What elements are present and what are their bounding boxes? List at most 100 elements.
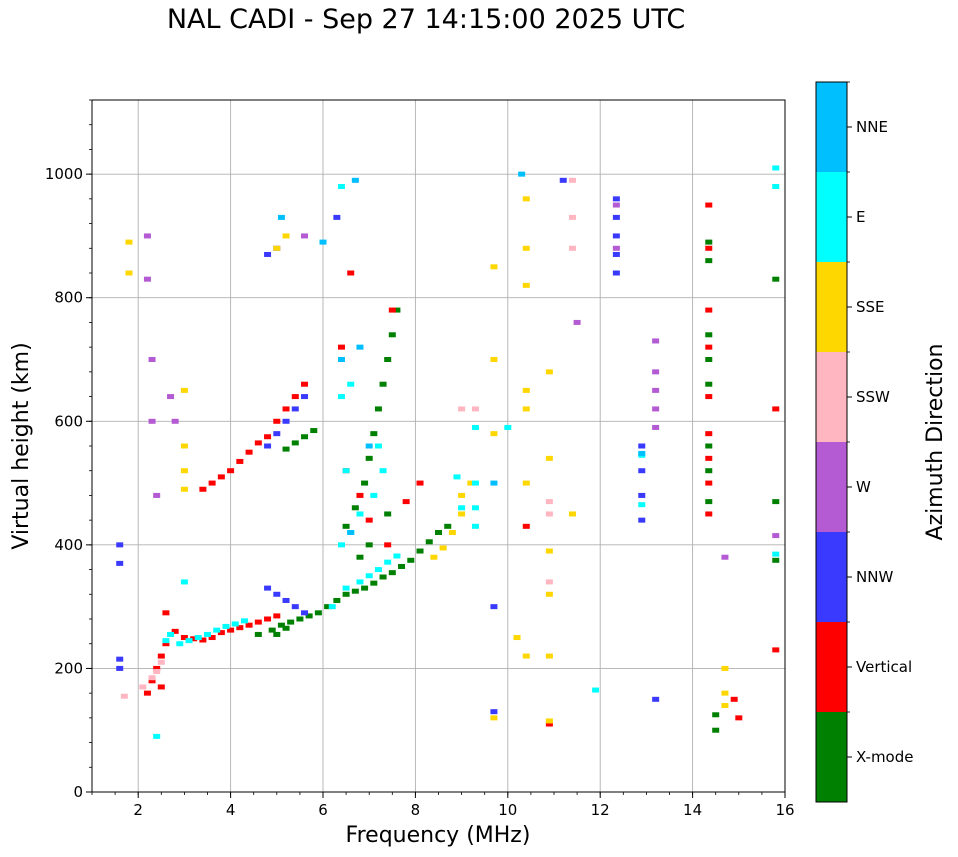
echo-point-nnw	[264, 443, 272, 449]
echo-point-nne	[490, 480, 498, 486]
x-tick-label: 2	[133, 801, 143, 819]
echo-point-nnw	[333, 214, 341, 220]
echo-point-x-mode	[342, 523, 350, 529]
echo-point-x-mode	[388, 570, 396, 576]
echo-point-ssw	[139, 684, 147, 690]
echo-point-sse	[522, 245, 530, 251]
echo-point-sse	[490, 431, 498, 437]
echo-point-nnw	[116, 542, 124, 548]
echo-point-w	[301, 233, 309, 239]
echo-point-e	[374, 443, 382, 449]
echo-point-vertical	[236, 625, 244, 631]
echo-point-e	[453, 474, 461, 480]
echo-point-e	[471, 505, 479, 511]
echo-point-x-mode	[772, 499, 780, 505]
echo-point-x-mode	[705, 357, 713, 362]
echo-point-e	[240, 618, 248, 624]
echo-point-vertical	[208, 635, 216, 641]
echo-point-e	[638, 502, 646, 508]
echo-point-vertical	[545, 721, 553, 727]
echo-point-x-mode	[254, 631, 262, 637]
x-axis-label: Frequency (MHz)	[346, 823, 531, 848]
echo-point-w	[652, 369, 660, 375]
echo-point-nnw	[264, 251, 272, 257]
echo-point-sse	[545, 548, 553, 554]
x-tick-label: 4	[226, 801, 236, 819]
echo-point-vertical	[705, 480, 713, 486]
echo-point-sse	[568, 511, 576, 517]
echo-point-nnw	[273, 431, 281, 437]
echo-point-vertical	[217, 474, 225, 480]
x-axis: 2 4 6 8 10 12 14 16	[91, 792, 795, 819]
echo-point-x-mode	[361, 480, 369, 486]
echo-point-x-mode	[398, 563, 406, 569]
echo-point-vertical	[245, 622, 253, 628]
echo-point-nnw	[273, 591, 281, 597]
echo-point-nne	[365, 443, 373, 449]
echo-point-sse	[430, 554, 438, 560]
echo-point-e	[180, 579, 188, 585]
echo-point-vertical	[236, 458, 244, 464]
echo-point-ssw	[458, 406, 466, 412]
echo-point-vertical	[143, 690, 151, 696]
echo-point-x-mode	[365, 455, 373, 461]
x-tick-label: 10	[498, 801, 517, 819]
echo-point-vertical	[730, 696, 738, 702]
echo-point-nne	[319, 239, 327, 245]
echo-point-vertical	[245, 449, 253, 455]
colorbar-label-nnw: NNW	[856, 568, 893, 586]
echo-point-nnw	[612, 196, 620, 202]
echo-point-sse	[522, 406, 530, 412]
echo-point-w	[612, 245, 620, 251]
echo-point-sse	[545, 591, 553, 597]
echo-point-nnw	[282, 597, 290, 603]
echo-point-vertical	[264, 616, 272, 622]
echo-point-vertical	[705, 511, 713, 517]
echo-point-x-mode	[444, 523, 452, 529]
echo-point-vertical	[735, 715, 743, 721]
colorbar-label-e: E	[856, 208, 865, 226]
echo-point-w	[148, 418, 156, 424]
echo-point-sse	[180, 468, 188, 474]
echo-point-nnw	[638, 517, 646, 523]
echo-point-x-mode	[314, 610, 322, 616]
echo-point-e	[772, 184, 780, 189]
echo-point-x-mode	[705, 443, 713, 449]
echo-point-e	[471, 523, 479, 529]
echo-point-vertical	[227, 468, 235, 474]
y-tick-label: 200	[54, 659, 83, 677]
echo-point-vertical	[705, 202, 713, 208]
echo-point-e	[365, 573, 373, 579]
echo-point-w	[148, 357, 156, 362]
echo-point-e	[356, 511, 364, 517]
echo-point-sse	[545, 653, 553, 659]
echo-point-x-mode	[712, 712, 720, 718]
echo-point-x-mode	[296, 616, 304, 622]
echo-point-sse	[522, 480, 530, 486]
colorbar-label-w: W	[856, 478, 871, 496]
colorbar-segment	[816, 622, 847, 712]
echo-point-e	[379, 468, 387, 474]
colorbar-segment	[816, 262, 847, 352]
echo-point-x-mode	[384, 357, 392, 362]
echo-point-nnw	[301, 610, 309, 616]
echo-point-sse	[522, 653, 530, 659]
echo-point-sse	[458, 511, 466, 517]
colorbar-segment	[816, 172, 847, 262]
echo-point-sse	[490, 357, 498, 362]
echo-point-e	[458, 505, 466, 511]
echo-point-sse	[522, 387, 530, 393]
echo-point-sse	[125, 270, 133, 276]
echo-point-nnw	[490, 709, 498, 715]
echo-point-sse	[522, 282, 530, 288]
echo-point-vertical	[157, 684, 165, 690]
echo-point-ssw	[545, 511, 553, 517]
echo-point-e	[342, 468, 350, 474]
echo-point-w	[143, 276, 151, 282]
y-tick-label: 800	[54, 289, 83, 307]
echo-point-e	[153, 733, 161, 739]
echo-point-e	[231, 621, 239, 627]
echo-point-e	[162, 638, 170, 644]
echo-point-vertical	[705, 394, 713, 400]
echo-point-vertical	[705, 245, 713, 251]
